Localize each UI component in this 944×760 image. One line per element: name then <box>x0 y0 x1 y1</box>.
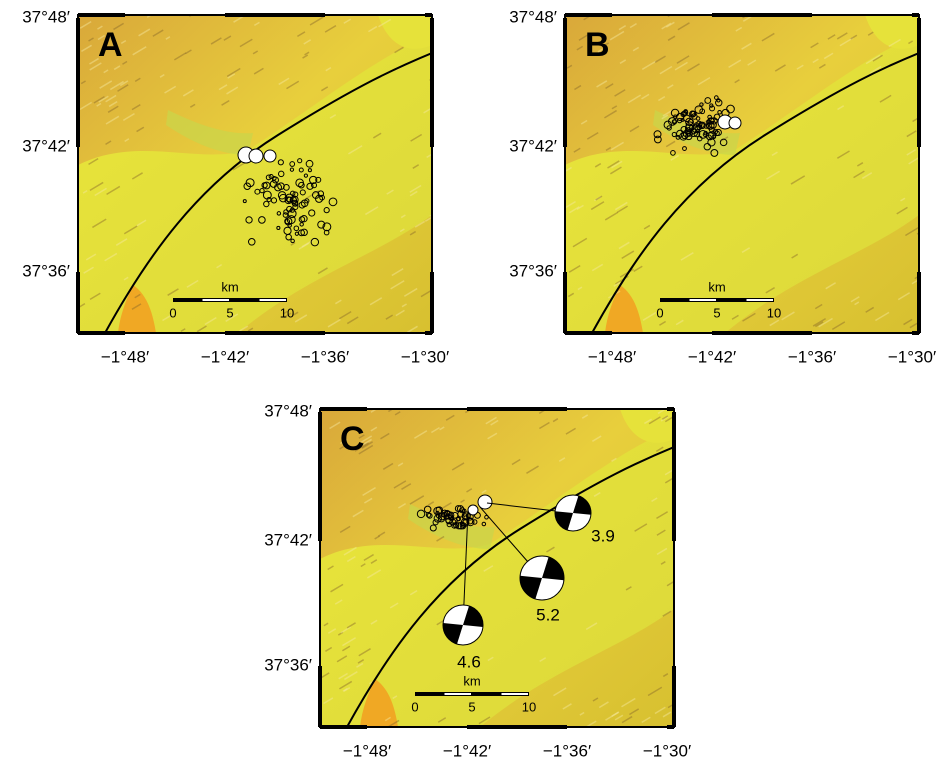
frame-bar <box>672 412 676 541</box>
frame-bar <box>78 13 125 17</box>
frame-bar <box>318 666 322 727</box>
frame-bar <box>667 407 674 411</box>
lon-label: −1°36′ <box>788 347 836 366</box>
scale-label: 5 <box>226 305 233 320</box>
lon-label: −1°30′ <box>401 347 449 366</box>
lon-label: −1°42′ <box>201 347 249 366</box>
panel-label: B <box>585 26 610 64</box>
frame-bar <box>320 725 367 729</box>
lat-label: 37°42′ <box>264 530 312 549</box>
lat-label: 37°42′ <box>509 136 557 155</box>
frame-bar <box>225 13 325 17</box>
figure: km 0 5 10 A 37°48′ 37°42′ 37°36′ −1°48′ −1°42′ −1°… <box>0 0 944 760</box>
map-panel: km 0 5 10 B 37°48′ 37°42′ 37°36′ −1°48′ −1°42′ −1°… <box>509 7 936 366</box>
scale-bar-segment <box>690 299 717 301</box>
scale-bar-segment <box>260 299 287 301</box>
scale-unit: km <box>463 673 480 688</box>
lon-label: −1°48′ <box>343 741 391 760</box>
frame-bar <box>76 18 80 147</box>
lat-label: 37°48′ <box>509 7 557 26</box>
frame-bar <box>917 18 921 147</box>
frame-bar <box>565 13 612 17</box>
scale-label: 0 <box>656 305 663 320</box>
frame-bar <box>912 13 919 17</box>
lon-label: −1°48′ <box>588 347 636 366</box>
scale-label: 5 <box>468 699 475 714</box>
main-epicenter <box>478 495 492 509</box>
frame-bar <box>563 272 567 333</box>
frame-bar <box>565 331 612 335</box>
scale-label: 5 <box>713 305 720 320</box>
frame-bar <box>712 13 812 17</box>
lon-label: −1°30′ <box>643 741 691 760</box>
scale-label: 10 <box>767 305 781 320</box>
lat-label: 37°36′ <box>509 261 557 280</box>
main-epicenter <box>468 505 478 515</box>
lon-label: −1°42′ <box>443 741 491 760</box>
lon-label: −1°48′ <box>101 347 149 366</box>
scale-bar-segment <box>203 299 230 301</box>
panel-label: C <box>340 420 365 458</box>
frame-bar <box>467 407 567 411</box>
scale-label: 10 <box>280 305 294 320</box>
scale-label: 10 <box>522 699 536 714</box>
lat-label: 37°36′ <box>264 655 312 674</box>
map-panel: 3.9 5.2 4.6 km 0 5 10 C 37°48′ 37°42′ 37°36′ −1°48′… <box>264 401 691 760</box>
scale-label: 0 <box>411 699 418 714</box>
lon-label: −1°30′ <box>888 347 936 366</box>
frame-bar <box>430 272 434 333</box>
frame-bar <box>917 272 921 333</box>
frame-bar <box>430 18 434 147</box>
scale-bar-segment <box>502 693 529 695</box>
lat-label: 37°42′ <box>22 136 70 155</box>
main-epicenter <box>729 117 741 129</box>
map-area: km 0 5 10 <box>78 14 443 333</box>
frame-bar <box>318 412 322 541</box>
magnitude-label: 4.6 <box>457 652 481 671</box>
scale-bar-segment <box>445 693 472 695</box>
lat-label: 37°48′ <box>264 401 312 420</box>
scale-bar-segment <box>747 299 774 301</box>
lat-label: 37°48′ <box>22 7 70 26</box>
main-epicenter <box>249 149 263 163</box>
frame-bar <box>78 331 125 335</box>
frame-bar <box>320 407 367 411</box>
map-area: 3.9 5.2 4.6 km 0 5 10 <box>320 402 686 727</box>
frame-bar <box>563 18 567 147</box>
magnitude-label: 3.9 <box>591 526 615 545</box>
scale-label: 0 <box>169 305 176 320</box>
lat-label: 37°36′ <box>22 261 70 280</box>
map-panel: km 0 5 10 A 37°48′ 37°42′ 37°36′ −1°48′ −1°42′ −1°… <box>22 7 449 366</box>
frame-bar <box>425 13 432 17</box>
lon-label: −1°42′ <box>688 347 736 366</box>
lon-label: −1°36′ <box>543 741 591 760</box>
frame-bar <box>467 725 567 729</box>
frame-bar <box>672 666 676 727</box>
frame-bar <box>76 272 80 333</box>
main-epicenter <box>264 150 276 162</box>
scale-unit: km <box>708 279 725 294</box>
magnitude-label: 5.2 <box>536 605 560 624</box>
panel-label: A <box>98 26 123 64</box>
frame-bar <box>225 331 325 335</box>
map-area: km 0 5 10 <box>565 9 926 333</box>
scale-unit: km <box>221 279 238 294</box>
lon-label: −1°36′ <box>301 347 349 366</box>
frame-bar <box>712 331 812 335</box>
